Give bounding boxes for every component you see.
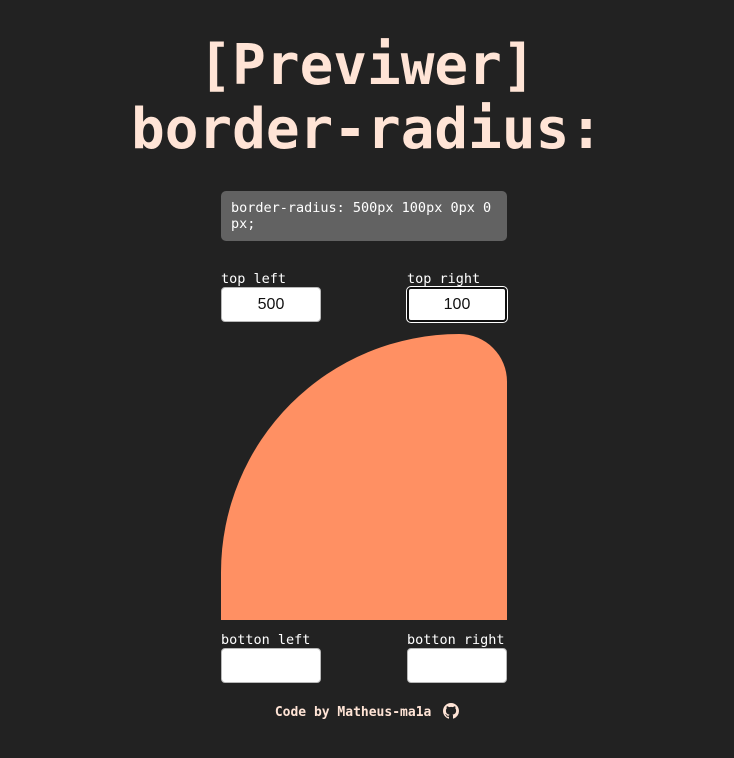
bottom-left-input[interactable] xyxy=(221,648,321,683)
github-icon[interactable] xyxy=(443,703,460,719)
bottom-right-label: botton right xyxy=(407,632,505,648)
footer: Code by Matheus-ma1a xyxy=(0,703,734,722)
page-title-line-2: border-radius: xyxy=(130,97,603,162)
page-title-line-1: [Previwer] xyxy=(198,33,536,98)
css-output-box: border-radius: 500px 100px 0px 0px; xyxy=(221,191,507,241)
bottom-right-input[interactable] xyxy=(407,648,507,683)
top-left-label: top left xyxy=(221,271,287,287)
top-right-label: top right xyxy=(407,271,481,287)
top-right-input[interactable] xyxy=(407,287,507,322)
border-radius-preview xyxy=(221,334,507,620)
footer-credit[interactable]: Code by Matheus-ma1a xyxy=(274,705,432,720)
bottom-left-label: botton left xyxy=(221,632,311,648)
top-left-input[interactable] xyxy=(221,287,321,322)
css-output-text: border-radius: 500px 100px 0px 0px; xyxy=(231,200,492,232)
